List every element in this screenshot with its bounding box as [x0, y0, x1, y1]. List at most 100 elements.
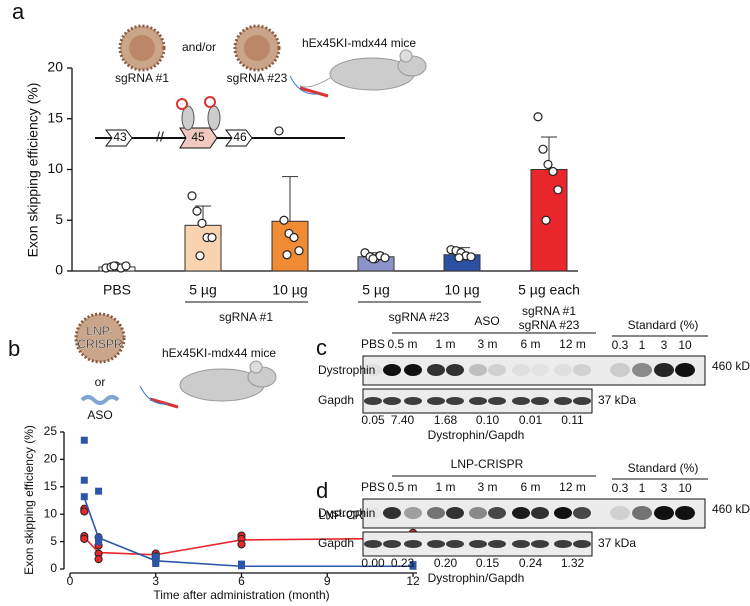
- annotation: hEx45KI-mdx44 mice: [162, 346, 276, 360]
- blot-band: [531, 397, 549, 405]
- annotation: or: [95, 375, 106, 389]
- blot-band: [488, 540, 506, 548]
- lane-label: 3: [661, 481, 668, 495]
- blot-band: [404, 364, 422, 376]
- ratio-value: 0.11: [561, 413, 584, 427]
- lane-label: 10: [678, 338, 692, 352]
- x-tick-label: 5 µg each: [518, 282, 580, 298]
- blot-band: [610, 506, 630, 520]
- data-point: [466, 252, 476, 262]
- y-tick-label: 15: [44, 479, 58, 493]
- blot-band: [531, 540, 549, 548]
- y-tick-label: 0: [55, 262, 63, 278]
- blot-band: [554, 397, 572, 405]
- y-tick-label: 5: [50, 534, 57, 548]
- data-point: [80, 476, 88, 484]
- lane-label: 1 m: [435, 337, 455, 351]
- ratio-value: 0.24: [519, 556, 543, 570]
- blot-band: [364, 364, 382, 376]
- row-label: Gapdh: [318, 536, 354, 550]
- blot-band: [654, 506, 674, 520]
- nanoparticle-icon: [74, 312, 126, 405]
- blot-band: [364, 397, 382, 405]
- y-tick-label: 20: [44, 452, 58, 466]
- blot-band: [632, 506, 652, 520]
- blot-band: [469, 364, 487, 376]
- lane-label: 3 m: [477, 337, 497, 351]
- data-point: [237, 540, 246, 549]
- lane-label: 10: [678, 481, 692, 495]
- row-label: Dystrophin: [318, 506, 375, 520]
- row-label: Dystrophin: [318, 363, 375, 377]
- annotation: LNP-: [86, 324, 113, 338]
- blot-band: [383, 507, 401, 519]
- lane-label: 0.3: [612, 338, 629, 352]
- data-point: [279, 215, 289, 225]
- blot-band: [554, 507, 572, 519]
- data-point: [454, 253, 464, 263]
- blot-band: [364, 540, 382, 548]
- data-point: [192, 206, 202, 216]
- bar: [184, 224, 222, 272]
- data-point: [95, 538, 103, 546]
- data-point: [152, 560, 160, 568]
- size-label: 37 kDa: [598, 536, 636, 550]
- blot-band: [427, 540, 445, 548]
- data-point: [80, 436, 88, 444]
- blot-band: [512, 540, 530, 548]
- lane-label: PBS: [361, 480, 385, 494]
- ratio-label: Dystrophin/Gapdh: [428, 571, 525, 585]
- data-point: [238, 562, 245, 570]
- size-label: 37 kDa: [598, 393, 636, 407]
- lane-label: 1: [639, 481, 646, 495]
- x-tick-label: 5 µg: [189, 282, 217, 298]
- data-point: [541, 215, 551, 225]
- ratio-value: 0.05: [361, 413, 385, 427]
- y-axis-label: Exon skipping efficiency (%): [22, 425, 36, 575]
- bar: [271, 220, 309, 272]
- blot-band: [573, 507, 591, 519]
- standard-title: Standard (%): [628, 461, 699, 475]
- blot-band: [404, 540, 422, 548]
- data-point: [548, 166, 558, 177]
- blot-band: [531, 507, 549, 519]
- panel-label: c: [316, 335, 327, 360]
- data-point: [195, 251, 205, 261]
- lane-label: 0.3: [612, 481, 629, 495]
- ratio-label: Dystrophin/Gapdh: [428, 428, 525, 442]
- exon-label: 43: [113, 130, 127, 144]
- blot-band: [632, 363, 652, 377]
- data-point: [274, 126, 284, 136]
- group-label: sgRNA #23: [389, 310, 450, 324]
- y-tick-label: 10: [44, 506, 58, 520]
- data-point: [197, 218, 207, 228]
- ratio-value: 1.32: [561, 556, 585, 570]
- annotation: CRISPR: [77, 337, 123, 351]
- blot-band: [488, 364, 506, 376]
- lane-label: 6 m: [520, 337, 540, 351]
- data-point: [207, 232, 217, 243]
- annotation: sgRNA #23: [227, 71, 288, 85]
- panel-label: d: [316, 478, 328, 503]
- ratio-value: 0.10: [476, 413, 500, 427]
- blot-band: [404, 397, 422, 405]
- group-label: LNP-CRISPR: [451, 457, 524, 471]
- y-tick-label: 5: [55, 211, 63, 227]
- blot-band: [469, 540, 487, 548]
- annotation: ASO: [87, 408, 112, 422]
- blot-band: [446, 540, 464, 548]
- data-point: [80, 493, 88, 501]
- ratio-value: 0.15: [476, 556, 500, 570]
- lane-label: 12 m: [559, 337, 586, 351]
- lane-label: 6 m: [520, 480, 540, 494]
- blot-band: [512, 507, 530, 519]
- ratio-value: 0.00: [361, 556, 385, 570]
- lane-label: 0.5 m: [387, 337, 417, 351]
- ratio-value: 0.20: [434, 556, 458, 570]
- lane-label: PBS: [361, 337, 385, 351]
- blot-band: [675, 506, 695, 520]
- blot-band: [654, 363, 674, 377]
- blot-band: [573, 540, 591, 548]
- y-axis-label: Exon skipping efficiency (%): [25, 83, 41, 258]
- data-point: [80, 534, 89, 543]
